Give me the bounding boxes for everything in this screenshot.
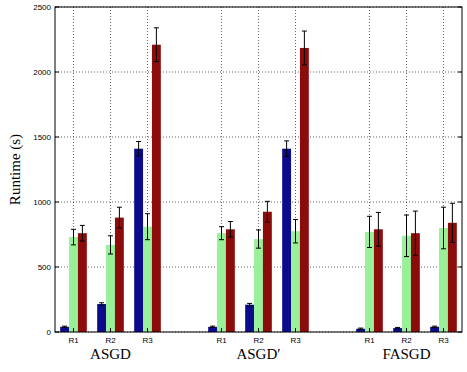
y-tick bbox=[55, 7, 59, 8]
y-tick-label: 2000 bbox=[33, 68, 51, 77]
y-tick bbox=[55, 202, 59, 203]
y-tick-label: 1000 bbox=[33, 198, 51, 207]
x-tick bbox=[110, 328, 111, 332]
x-tick-label: R3 bbox=[438, 336, 449, 345]
x-tick bbox=[258, 328, 259, 332]
error-bar bbox=[219, 227, 224, 240]
y-tick bbox=[458, 202, 462, 203]
bar bbox=[78, 233, 87, 332]
bar bbox=[208, 327, 217, 332]
x-tick bbox=[73, 328, 74, 332]
group-label: ASGD bbox=[90, 346, 131, 362]
y-tick bbox=[458, 72, 462, 73]
y-tick bbox=[458, 137, 462, 138]
y-grid-line bbox=[55, 72, 462, 73]
group-label: FASGD bbox=[382, 346, 430, 362]
error-bar bbox=[404, 215, 409, 257]
error-bar bbox=[450, 203, 455, 242]
y-tick-label: 0 bbox=[47, 328, 52, 337]
x-tick bbox=[406, 328, 407, 332]
bar bbox=[263, 212, 272, 332]
chart-root: 0 500 1000 1500 2000 2500 R1 R2 R3 R1 R2 R3 R1 R2 R3 AS… bbox=[0, 0, 467, 372]
y-tick bbox=[55, 332, 59, 333]
y-tick bbox=[458, 332, 462, 333]
y-tick-label: 500 bbox=[38, 263, 52, 272]
bar bbox=[143, 227, 152, 332]
y-axis-label: Runtime (s) bbox=[7, 134, 24, 205]
error-bar bbox=[395, 327, 400, 328]
y-tick bbox=[55, 72, 59, 73]
x-tick-label: R1 bbox=[364, 336, 375, 345]
error-bar bbox=[154, 28, 159, 62]
error-bar bbox=[210, 326, 215, 327]
y-tick bbox=[55, 267, 59, 268]
x-tick-label: R3 bbox=[290, 336, 301, 345]
x-tick-label: R2 bbox=[105, 336, 116, 345]
bars bbox=[60, 28, 457, 332]
y-tick-label: 2500 bbox=[33, 3, 51, 12]
error-bar bbox=[367, 216, 372, 247]
error-bar bbox=[265, 201, 270, 222]
x-tick-label: R1 bbox=[216, 336, 227, 345]
x-tick bbox=[221, 328, 222, 332]
error-bar bbox=[432, 326, 437, 327]
error-bar bbox=[358, 328, 363, 329]
error-bar bbox=[71, 229, 76, 245]
bar bbox=[393, 328, 402, 332]
bar bbox=[430, 327, 439, 332]
bar bbox=[300, 48, 309, 332]
x-tick-label: R3 bbox=[142, 336, 153, 345]
error-bar bbox=[247, 303, 252, 306]
error-bar bbox=[302, 31, 307, 65]
bar bbox=[226, 229, 235, 332]
bar bbox=[97, 304, 106, 332]
bar bbox=[291, 231, 300, 332]
bar bbox=[282, 149, 291, 332]
error-bar bbox=[293, 220, 298, 243]
error-bar bbox=[62, 326, 67, 327]
error-bar bbox=[413, 211, 418, 255]
y-tick-label: 1500 bbox=[33, 133, 51, 142]
error-bar bbox=[108, 236, 113, 254]
error-bar bbox=[117, 207, 122, 228]
bar bbox=[134, 149, 143, 332]
x-tick bbox=[369, 328, 370, 332]
bar bbox=[245, 305, 254, 332]
error-bar bbox=[99, 303, 104, 306]
bar bbox=[60, 327, 69, 332]
bar bbox=[152, 45, 161, 332]
error-bar bbox=[376, 212, 381, 246]
y-tick bbox=[458, 267, 462, 268]
x-tick bbox=[147, 328, 148, 332]
x-tick bbox=[443, 328, 444, 332]
error-bar bbox=[284, 141, 289, 157]
x-tick bbox=[295, 328, 296, 332]
chart-svg: 0 500 1000 1500 2000 2500 R1 R2 R3 R1 R2 R3 R1 R2 R3 AS… bbox=[0, 0, 467, 372]
error-bar bbox=[80, 225, 85, 241]
bar bbox=[106, 245, 115, 332]
error-bar bbox=[256, 230, 261, 248]
y-tick bbox=[55, 137, 59, 138]
bar bbox=[217, 233, 226, 332]
bar bbox=[115, 218, 124, 332]
error-bar bbox=[145, 214, 150, 240]
bar bbox=[69, 237, 78, 332]
x-tick-label: R2 bbox=[401, 336, 412, 345]
error-bar bbox=[441, 207, 446, 249]
y-tick bbox=[458, 7, 462, 8]
error-bar bbox=[228, 222, 233, 238]
bar bbox=[254, 239, 263, 332]
group-label: ASGD′ bbox=[236, 346, 280, 362]
error-bar bbox=[136, 142, 141, 156]
plot-frame bbox=[55, 7, 462, 332]
x-tick-label: R1 bbox=[68, 336, 79, 345]
x-tick-label: R2 bbox=[253, 336, 264, 345]
